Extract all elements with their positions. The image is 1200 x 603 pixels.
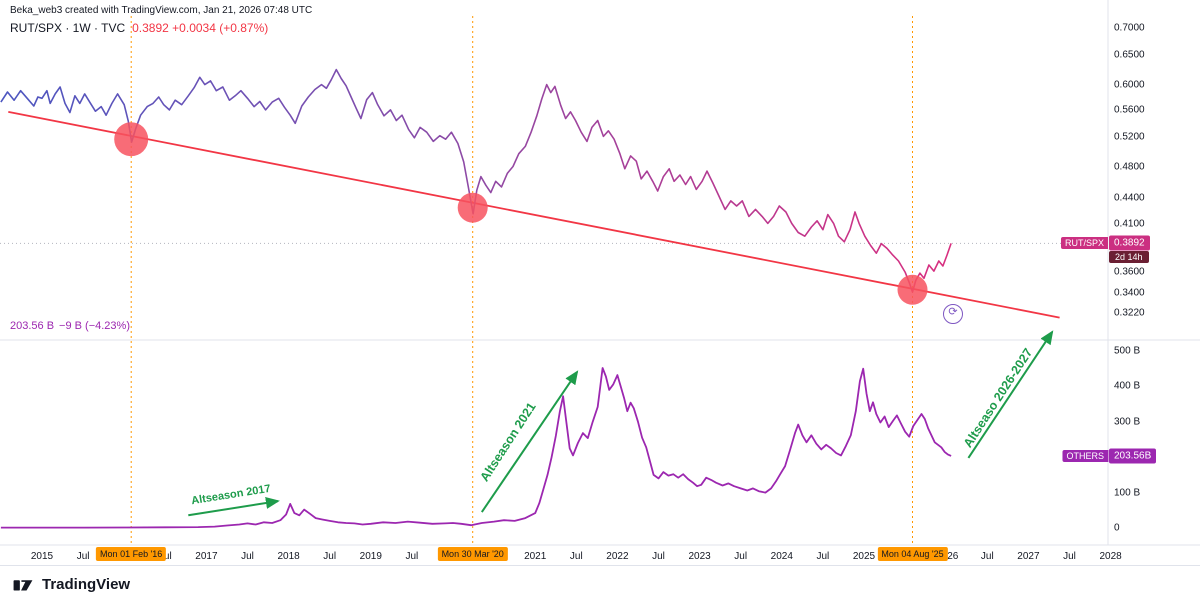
altseason-arrow	[967, 330, 1054, 459]
price-tick-label: 0.6000	[1114, 79, 1145, 91]
marketcap-tick-label: 0	[1114, 522, 1120, 534]
time-tick-label: Jul	[405, 551, 419, 562]
marketcap-tick-label: 100 B	[1114, 487, 1141, 499]
descending-trendline	[8, 111, 1060, 319]
price-tick-label: 0.6500	[1114, 49, 1145, 61]
time-tick-label: Jul	[241, 551, 254, 562]
last-price-badge: 0.3892	[1109, 235, 1150, 251]
date-marker-badge[interactable]: Mon 01 Feb '16	[96, 547, 167, 561]
chart-canvas[interactable]	[0, 0, 1200, 565]
time-tick-label: Jul	[652, 551, 665, 562]
time-tick-label: 2019	[359, 551, 382, 562]
footer-bar: TradingView	[0, 565, 1200, 603]
time-tick-label: Jul	[816, 551, 830, 562]
time-tick-label: 2021	[524, 551, 547, 562]
time-tick-label: Jul	[323, 551, 337, 562]
time-tick-label: Jul	[980, 551, 994, 562]
marketcap-tick-label: 300 B	[1114, 416, 1141, 428]
price-tick-label: 0.4800	[1114, 161, 1145, 172]
time-tick-label: 2018	[277, 551, 300, 562]
altseason-arrow	[480, 370, 579, 513]
tradingview-logo-icon[interactable]	[12, 574, 34, 596]
rut-spx-line	[0, 68, 952, 293]
time-tick-label: Jul	[76, 551, 90, 562]
price-tick-label: 0.5200	[1114, 131, 1145, 143]
price-tick-label: 0.4100	[1114, 218, 1145, 230]
others-line-tag: OTHERS	[1062, 449, 1108, 462]
time-tick-label: 2023	[688, 551, 711, 562]
bar-countdown-badge: 2d 14h	[1109, 250, 1149, 263]
time-tick-label: 2028	[1099, 551, 1122, 562]
marketcap-tick-label: 400 B	[1114, 380, 1141, 392]
price-change: +0.0034 (+0.87%)	[172, 21, 269, 35]
time-tick-label: 2017	[195, 551, 218, 562]
others-value: 203.56 B	[10, 320, 55, 332]
time-tick-label: 26	[947, 551, 959, 562]
price-tick-label: 0.7000	[1114, 22, 1145, 34]
time-tick-label: 2025	[852, 551, 876, 562]
auto-update-icon[interactable]: ⟳	[942, 304, 963, 325]
time-tick-label: 2022	[606, 551, 629, 562]
time-tick-label: 2027	[1017, 551, 1040, 562]
date-marker-badge[interactable]: Mon 04 Aug '25	[877, 547, 948, 561]
time-tick-label: Jul	[734, 551, 748, 562]
others-indicator-legend[interactable]: 203.56 B −9 B (−4.23%)	[10, 320, 135, 332]
others-marketcap-line	[0, 367, 952, 529]
others-value-badge: 203.56B	[1109, 448, 1157, 464]
tradingview-wordmark[interactable]: TradingView	[42, 576, 131, 593]
attribution-text: Beka_web3 created with TradingView.com, …	[10, 5, 313, 16]
time-scale[interactable]: 2015 Jul Jul 2017 Jul 2018 Jul 2019 Jul 2021 Jul 20…	[0, 545, 1200, 565]
time-tick-label: 2024	[770, 551, 793, 562]
marketcap-tick-label: 500 B	[1114, 345, 1141, 357]
trendline-touch-circle	[457, 192, 488, 223]
symbol-title[interactable]: RUT/SPX · 1W · TVC	[10, 21, 126, 35]
date-marker-badge[interactable]: Mon 30 Mar '20	[437, 547, 508, 561]
time-tick-label: 2015	[30, 551, 54, 562]
price-tick-label: 0.4400	[1114, 192, 1145, 204]
price-tick-label: 0.3220	[1114, 307, 1145, 319]
trendline-touch-circle	[897, 274, 928, 305]
others-change: −9 B (−4.23%)	[59, 320, 130, 332]
price-tick-label: 0.3600	[1114, 266, 1145, 278]
price-tick-label: 0.3400	[1114, 287, 1145, 299]
trendline-touch-circle	[114, 122, 149, 157]
time-tick-label: Jul	[569, 551, 583, 562]
time-tick-label: Jul	[1063, 551, 1076, 562]
price-tick-label: 0.5600	[1114, 104, 1145, 116]
price-line-tag: RUT/SPX	[1060, 237, 1108, 250]
altseason-arrow	[188, 497, 280, 517]
last-price: 0.3892	[132, 21, 169, 35]
